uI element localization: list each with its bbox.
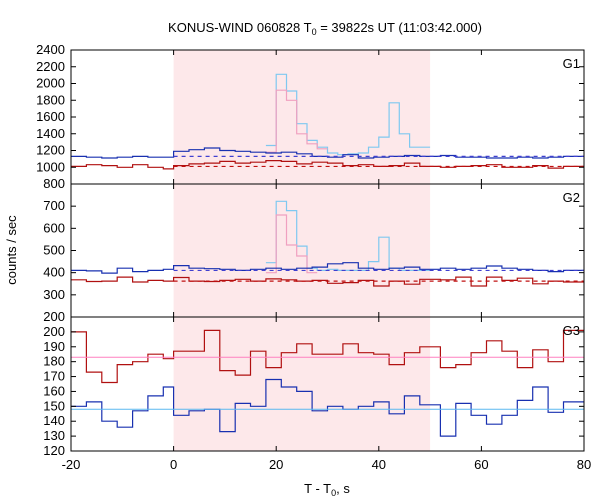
g3-y-tick-label: 150 (43, 398, 65, 413)
g2-y-tick-label: 700 (43, 198, 65, 213)
g3-y-tick-label: 170 (43, 369, 65, 384)
g1-y-tick-label: 1000 (36, 159, 65, 174)
g3-y-tick-label: 140 (43, 413, 65, 428)
g3-series-hist-1 (71, 378, 584, 437)
plot-area: 80010001200140016001800200022002400G1200… (36, 42, 591, 472)
g2-series-hist-3 (71, 276, 584, 287)
x-tick-label: 40 (372, 457, 386, 472)
panel-label-g1: G1 (563, 56, 580, 71)
g2-y-tick-label: 200 (43, 309, 65, 324)
g3-y-tick-label: 180 (43, 354, 65, 369)
g1-series-hist-3 (71, 160, 584, 170)
g1-y-tick-label: 800 (43, 176, 65, 191)
x-tick-label: 80 (577, 457, 591, 472)
g3-panel-frame (70, 316, 585, 452)
g1-series-sum_inner-1 (265, 89, 328, 153)
g2-y-tick-label: 300 (43, 287, 65, 302)
g1-y-tick-label: 2400 (36, 42, 65, 57)
x-axis-label: T - T0, s (304, 481, 350, 498)
g2-series-sum_inner-1 (265, 214, 318, 274)
g1-y-tick-label: 2000 (36, 76, 65, 91)
g3-y-tick-label: 130 (43, 428, 65, 443)
panel-label-g2: G2 (563, 190, 580, 205)
highlight-interval (173, 50, 431, 451)
g1-y-tick-label: 1600 (36, 109, 65, 124)
x-tick-label: 0 (170, 457, 177, 472)
g1-y-tick-label: 2200 (36, 59, 65, 74)
y-axis-label: counts / sec (4, 215, 19, 285)
g3-y-tick-label: 190 (43, 339, 65, 354)
g1-y-tick-label: 1400 (36, 126, 65, 141)
chart-title: KONUS-WIND 060828 T0 = 39822s UT (11:03:… (168, 20, 482, 37)
x-tick-label: -20 (62, 457, 81, 472)
g1-y-tick-label: 1200 (36, 143, 65, 158)
g2-y-tick-label: 400 (43, 265, 65, 280)
panel-label-g3: G3 (563, 323, 580, 338)
g1-y-tick-label: 1800 (36, 92, 65, 107)
g3-y-tick-label: 160 (43, 383, 65, 398)
g2-y-tick-label: 600 (43, 220, 65, 235)
x-tick-label: 20 (269, 457, 283, 472)
g2-y-tick-label: 500 (43, 243, 65, 258)
x-tick-label: 60 (474, 457, 488, 472)
g3-y-tick-label: 200 (43, 324, 65, 339)
g3-y-tick-label: 120 (43, 443, 65, 458)
g3-series-hist-0 (71, 329, 584, 384)
g2-series-hist-2 (71, 262, 584, 274)
